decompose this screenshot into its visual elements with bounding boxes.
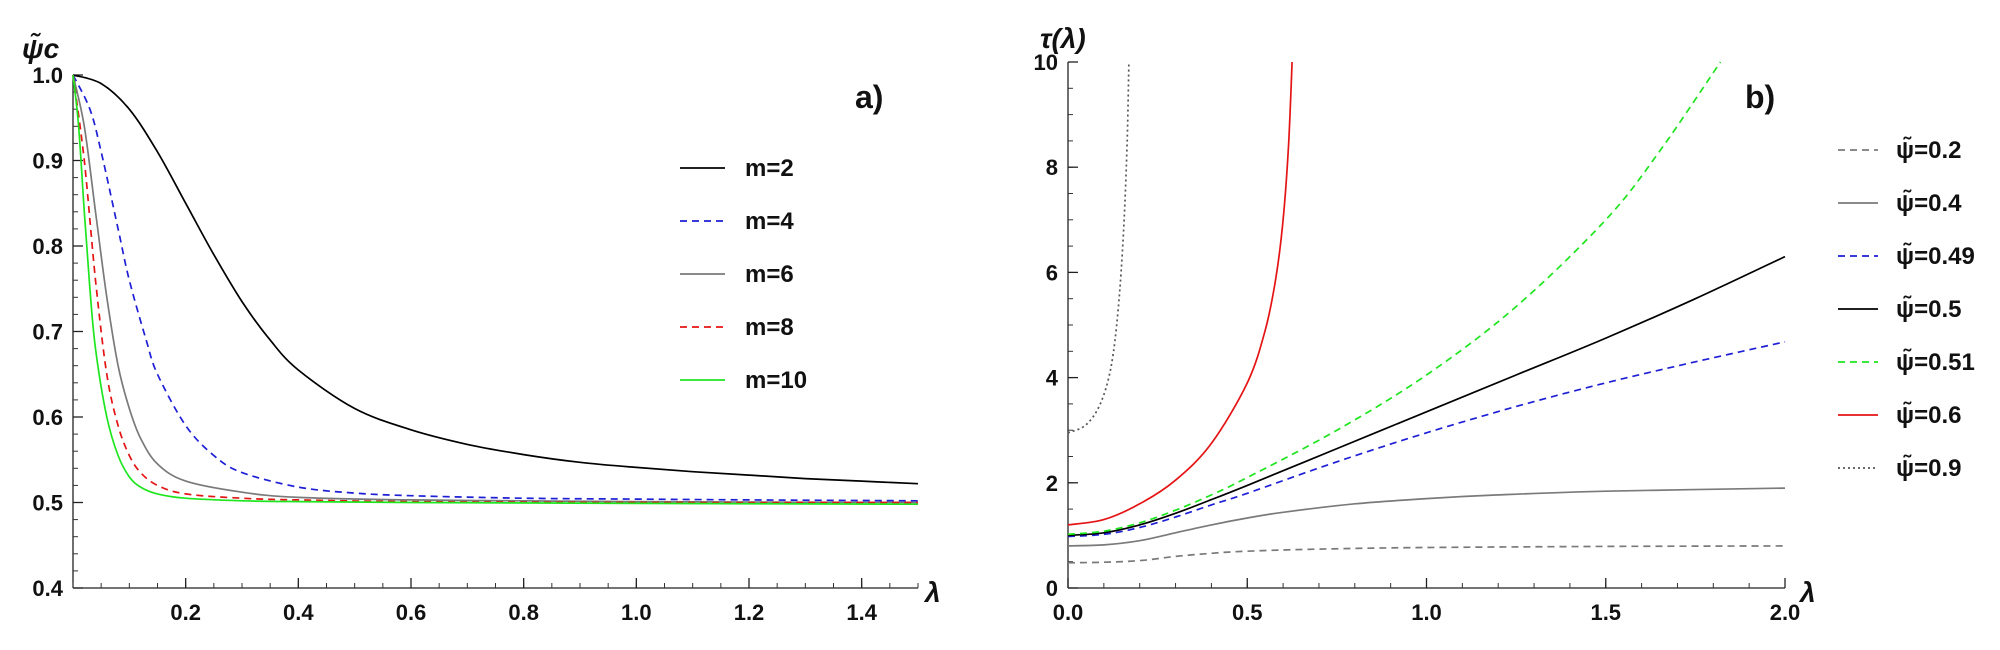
panel-a-legend-label: m=6 <box>745 261 794 288</box>
panel-a-curves <box>72 74 919 506</box>
panel-b-x-tick-label: 0.5 <box>1232 600 1263 625</box>
panel-b-y-tick-label: 8 <box>1046 155 1058 180</box>
panel-a-y-tick-label: 0.9 <box>32 149 63 174</box>
panel-a-ticks: 0.2 0.4 0.6 0.8 1.0 1.2 1.4 0.4 0.5 0.6 0.7 0.8 0.9 1… <box>32 63 919 625</box>
panel-a-x-tick-label: 0.8 <box>508 600 539 625</box>
panel-a-series-1 <box>72 74 919 502</box>
panel-a-label: a) <box>855 79 883 115</box>
panel-b-y-tick-label: 10 <box>1034 50 1058 75</box>
panel-a-x-tick-label: 1.2 <box>734 600 765 625</box>
panel-b-series-5 <box>1067 61 1293 526</box>
panel-a-y-tick-label: 1.0 <box>32 63 63 88</box>
panel-b-legend-label: ψ̃=0.5 <box>1896 295 1961 323</box>
panel-a-series-2 <box>72 74 919 504</box>
panel-a-y-tick-label: 0.7 <box>32 320 63 345</box>
panel-b-curves <box>1067 61 1786 564</box>
panel-b-y-tick-label: 6 <box>1046 260 1058 285</box>
panel-b-series-1 <box>1067 487 1786 547</box>
panel-b-legend-label: ψ̃=0.2 <box>1896 136 1961 164</box>
panel-b-x-tick-label: 1.0 <box>1411 600 1442 625</box>
panel-a-y-tick-label: 0.8 <box>32 234 63 259</box>
panel-b-ticks: 0.0 0.5 1.0 1.5 2.0 0 2 4 6 8 10 <box>1034 50 1801 625</box>
panel-b-series-2 <box>1067 340 1786 538</box>
panel-b-series-3 <box>1067 255 1786 537</box>
panel-a-legend: m=2 m=4 m=6 m=8 m=10 <box>680 155 807 394</box>
panel-b-y-tick-label: 4 <box>1046 366 1059 391</box>
panel-b-legend: ψ̃=0.2 ψ̃=0.4 ψ̃=0.49 ψ̃=0.5 ψ̃=0.51 ψ̃=0.6 ψ̃… <box>1838 136 1975 482</box>
panel-a-series-4 <box>72 74 919 506</box>
panel-a-y-tick-label: 0.4 <box>32 576 63 601</box>
panel-a-x-label: λ <box>923 577 941 608</box>
panel-a-x-tick-label: 0.6 <box>396 600 427 625</box>
panel-a-x-tick-label: 1.4 <box>846 600 877 625</box>
panel-b-legend-label: ψ̃=0.4 <box>1896 189 1962 217</box>
panel-a-x-tick-label: 0.2 <box>170 600 201 625</box>
panel-a-x-tick-label: 1.0 <box>621 600 652 625</box>
panel-b-series-6 <box>1067 61 1130 434</box>
panel-a-series-0 <box>72 74 919 485</box>
panel-a-y-tick-label: 0.6 <box>32 405 63 430</box>
panel-b-legend-label: ψ̃=0.9 <box>1896 454 1961 482</box>
panel-a-legend-label: m=4 <box>745 208 794 235</box>
panel-b-legend-label: ψ̃=0.51 <box>1896 348 1975 376</box>
panel-b-x-tick-label: 1.5 <box>1590 600 1621 625</box>
panel-a-series-3 <box>72 74 919 504</box>
panel-b-y-tick-label: 0 <box>1046 576 1058 601</box>
panel-b-x-label: λ <box>1798 577 1816 608</box>
panel-a-legend-label: m=2 <box>745 155 794 182</box>
panel-a-legend-label: m=10 <box>745 367 807 394</box>
panel-b-x-tick-label: 0.0 <box>1053 600 1084 625</box>
panel-a-legend-label: m=8 <box>745 314 794 341</box>
panel-a: 0.2 0.4 0.6 0.8 1.0 1.2 1.4 0.4 0.5 0.6 0.7 0.8 0.9 1… <box>22 33 941 625</box>
panel-a-y-label: ψ̃c <box>22 33 60 64</box>
panel-b-x-tick-label: 2.0 <box>1770 600 1801 625</box>
panel-b-legend-label: ψ̃=0.49 <box>1896 242 1975 270</box>
panel-b-y-tick-label: 2 <box>1046 471 1058 496</box>
panel-b-series-4 <box>1067 61 1722 536</box>
panel-b-label: b) <box>1745 79 1775 115</box>
panel-b-legend-label: ψ̃=0.6 <box>1896 401 1961 429</box>
panel-b-series-0 <box>1067 545 1786 564</box>
panel-a-x-tick-label: 0.4 <box>283 600 314 625</box>
panel-b-y-label: τ(λ) <box>1040 23 1086 54</box>
panel-a-y-tick-label: 0.5 <box>32 491 63 516</box>
